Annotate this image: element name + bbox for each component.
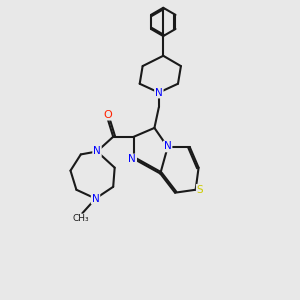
Text: CH₃: CH₃ [73, 214, 89, 223]
Text: N: N [93, 146, 101, 157]
Text: N: N [155, 88, 163, 98]
Text: N: N [128, 154, 136, 164]
Text: S: S [197, 185, 203, 195]
Text: O: O [103, 110, 112, 120]
Text: N: N [164, 142, 172, 152]
Text: N: N [92, 194, 99, 204]
